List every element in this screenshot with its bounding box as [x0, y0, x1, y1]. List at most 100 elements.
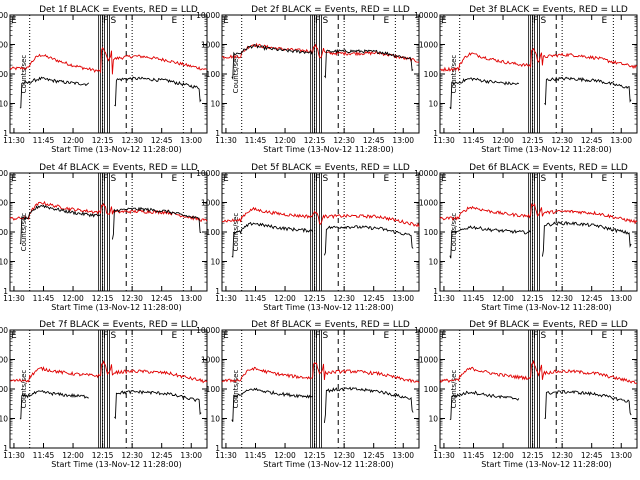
marker-label: F — [533, 331, 538, 341]
y-tick-label: 1 — [433, 444, 438, 453]
detector-panel-5: Det 5f BLACK = Events, RED = LLD 1 10 100 10… — [196, 163, 420, 312]
events-series-line — [544, 76, 632, 106]
events-series-line — [541, 220, 632, 257]
events-series-line — [231, 221, 313, 258]
panel-title: Det 3f BLACK = Events, RED = LLD — [469, 5, 628, 15]
y-tick-label: 1 — [3, 129, 8, 138]
y-tick-label: 1 — [215, 444, 220, 453]
y-tick-label: 10000 — [196, 326, 220, 335]
marker-label: E — [384, 174, 390, 184]
detector-panel-4: Det 4f BLACK = Events, RED = LLD 1 10 100 10… — [0, 163, 208, 312]
x-tick-label: 12:45 — [363, 294, 385, 303]
marker-label: F — [315, 16, 320, 26]
x-tick-label: 11:30 — [3, 136, 25, 145]
x-tick-label: 11:45 — [463, 136, 485, 145]
x-tick-label: 12:15 — [522, 136, 544, 145]
marker-label: E — [11, 331, 17, 341]
x-tick-label: 12:30 — [121, 136, 143, 145]
marker-label: E — [172, 16, 178, 26]
y-tick-label: 10000 — [0, 11, 8, 20]
y-tick-label: 10000 — [0, 169, 8, 178]
marker-label: E — [11, 174, 17, 184]
lld-series-line — [439, 359, 638, 384]
plot-frame — [439, 172, 638, 292]
y-axis-label: Counts/sec — [450, 213, 458, 252]
marker-label: E — [223, 331, 229, 341]
y-tick-label: 10000 — [414, 11, 438, 20]
x-tick-label: 11:45 — [33, 294, 55, 303]
marker-label: S — [322, 16, 328, 26]
y-axis-label: Counts/sec — [20, 55, 28, 94]
panel-title: Det 6f BLACK = Events, RED = LLD — [469, 163, 628, 173]
x-tick-label: 12:00 — [492, 294, 514, 303]
y-tick-label: 10000 — [414, 326, 438, 335]
x-tick-label: 12:15 — [522, 294, 544, 303]
y-tick-label: 10 — [0, 100, 8, 109]
y-tick-label: 1 — [433, 287, 438, 296]
x-tick-label: 12:15 — [304, 294, 326, 303]
x-tick-label: 12:00 — [62, 136, 84, 145]
y-tick-label: 1000 — [419, 41, 438, 50]
detector-panel-9: Det 9f BLACK = Events, RED = LLD 1 10 100 10… — [414, 320, 638, 469]
lld-series-line — [221, 42, 420, 63]
marker-label: E — [11, 16, 17, 26]
events-series-line — [449, 77, 520, 110]
x-tick-label: 11:30 — [433, 451, 455, 460]
plot-frame — [221, 14, 420, 134]
x-tick-label: 11:45 — [245, 136, 267, 145]
x-tick-label: 12:45 — [581, 451, 603, 460]
marker-label: E — [441, 16, 447, 26]
marker-label: F — [533, 16, 538, 26]
y-axis-label: Counts/sec — [20, 370, 28, 409]
y-tick-label: 100 — [0, 385, 8, 394]
x-tick-label: 11:30 — [215, 451, 237, 460]
events-series-line — [323, 386, 414, 423]
y-tick-label: 10 — [210, 100, 220, 109]
x-axis-label: Start Time (13-Nov-12 11:28:00) — [481, 145, 611, 154]
y-tick-label: 10000 — [196, 169, 220, 178]
marker-label: S — [540, 16, 546, 26]
x-tick-label: 12:15 — [92, 136, 114, 145]
x-axis-label: Start Time (13-Nov-12 11:28:00) — [51, 303, 181, 312]
x-tick-label: 12:30 — [551, 451, 573, 460]
y-axis-label: Counts/sec — [232, 55, 240, 94]
x-tick-label: 12:45 — [151, 451, 173, 460]
lld-series-line — [439, 203, 638, 225]
lld-series-line — [9, 46, 208, 75]
panel-title: Det 8f BLACK = Events, RED = LLD — [251, 320, 410, 330]
x-tick-label: 12:15 — [522, 451, 544, 460]
x-tick-label: 13:00 — [610, 451, 632, 460]
x-tick-label: 13:00 — [392, 294, 414, 303]
x-tick-label: 12:45 — [363, 451, 385, 460]
marker-label: S — [110, 16, 116, 26]
x-tick-label: 11:30 — [3, 294, 25, 303]
detector-panel-6: Det 6f BLACK = Events, RED = LLD 1 10 100 10… — [414, 163, 638, 312]
x-tick-label: 12:00 — [274, 294, 296, 303]
y-tick-label: 10000 — [196, 11, 220, 20]
x-tick-label: 12:00 — [62, 451, 84, 460]
marker-label: S — [110, 331, 116, 341]
x-tick-label: 12:00 — [62, 294, 84, 303]
events-series-line — [19, 389, 89, 420]
x-tick-label: 12:30 — [333, 136, 355, 145]
x-tick-label: 11:45 — [33, 451, 55, 460]
y-tick-label: 100 — [206, 228, 221, 237]
events-series-line — [19, 204, 101, 245]
marker-label: E — [384, 16, 390, 26]
panel-title: Det 1f BLACK = Events, RED = LLD — [39, 5, 198, 15]
marker-label: S — [322, 174, 328, 184]
y-tick-label: 100 — [0, 228, 8, 237]
plot-frame — [9, 172, 208, 292]
y-axis-label: Counts/sec — [450, 55, 458, 94]
panel-title: Det 4f BLACK = Events, RED = LLD — [39, 163, 198, 173]
y-tick-label: 10 — [428, 415, 438, 424]
marker-label: F — [533, 174, 538, 184]
lld-series-line — [221, 362, 420, 384]
x-tick-label: 12:00 — [492, 136, 514, 145]
y-tick-label: 10000 — [414, 169, 438, 178]
y-tick-label: 100 — [424, 228, 439, 237]
y-tick-label: 1 — [3, 287, 8, 296]
x-tick-label: 11:30 — [3, 451, 25, 460]
marker-label: E — [602, 16, 608, 26]
